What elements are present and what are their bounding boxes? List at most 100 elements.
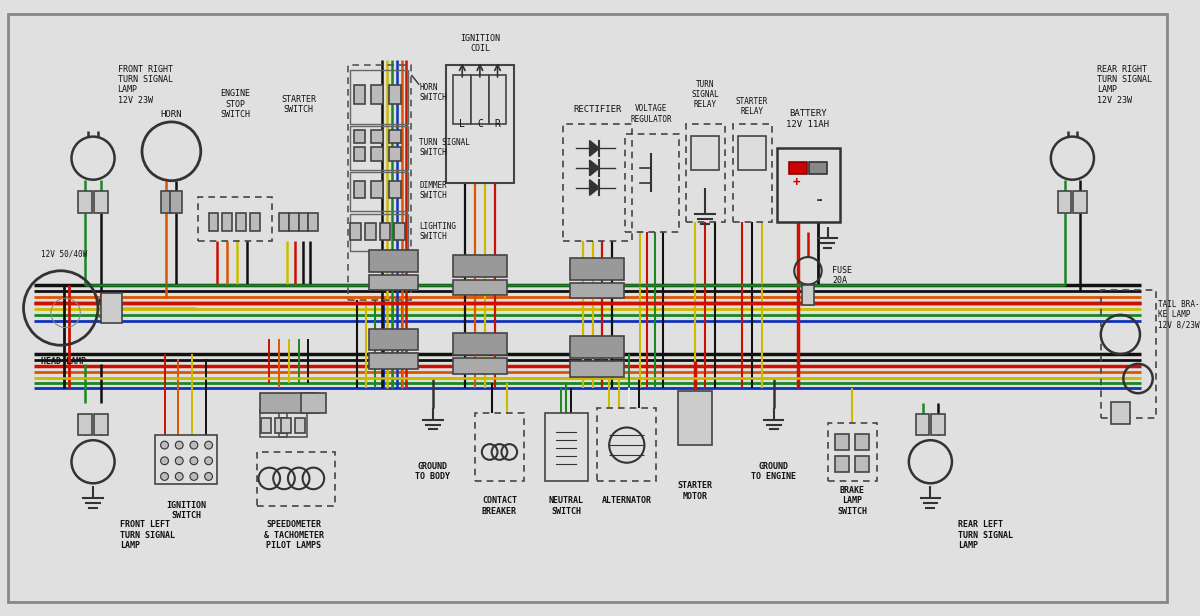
- Text: NEUTRAL
SWITCH: NEUTRAL SWITCH: [548, 496, 583, 516]
- Bar: [371, 130, 383, 144]
- Text: RECTIFIER: RECTIFIER: [574, 105, 622, 114]
- Text: DIMMER
SWITCH: DIMMER SWITCH: [419, 180, 446, 200]
- Bar: [350, 223, 361, 240]
- Bar: [354, 85, 365, 104]
- Bar: [370, 250, 418, 272]
- Text: CONTACT
BREAKER: CONTACT BREAKER: [482, 496, 517, 516]
- Text: BRAKE
LAMP
SWITCH: BRAKE LAMP SWITCH: [838, 486, 868, 516]
- Bar: [371, 180, 383, 198]
- Bar: [732, 124, 772, 222]
- Bar: [365, 223, 376, 240]
- Text: ENGINE
STOP
SWITCH: ENGINE STOP SWITCH: [220, 89, 250, 119]
- Bar: [916, 414, 930, 436]
- Bar: [370, 275, 418, 290]
- Bar: [931, 414, 946, 436]
- Text: IGNITION
COIL: IGNITION COIL: [460, 34, 500, 53]
- Bar: [854, 434, 869, 450]
- Circle shape: [175, 457, 184, 464]
- Bar: [685, 124, 725, 222]
- Bar: [691, 136, 719, 171]
- Bar: [222, 213, 232, 230]
- Bar: [161, 192, 173, 213]
- Bar: [854, 456, 869, 472]
- Text: STARTER
RELAY: STARTER RELAY: [736, 97, 768, 116]
- Bar: [259, 393, 318, 413]
- Bar: [275, 418, 284, 434]
- Text: TURN SIGNAL
SWITCH: TURN SIGNAL SWITCH: [419, 138, 470, 157]
- Bar: [281, 418, 290, 434]
- Text: SPEEDOMETER
& TACHOMETER
PILOT LAMPS: SPEEDOMETER & TACHOMETER PILOT LAMPS: [264, 521, 324, 550]
- Bar: [625, 134, 679, 232]
- Text: C: C: [476, 119, 482, 129]
- Bar: [354, 130, 365, 144]
- Bar: [78, 414, 92, 436]
- Bar: [349, 172, 408, 211]
- Circle shape: [205, 472, 212, 480]
- Text: R: R: [494, 119, 500, 129]
- Bar: [371, 147, 383, 161]
- Bar: [454, 75, 472, 124]
- Bar: [452, 333, 506, 355]
- Circle shape: [190, 457, 198, 464]
- Text: GROUND
TO ENGINE: GROUND TO ENGINE: [751, 462, 796, 481]
- Bar: [354, 147, 365, 161]
- Bar: [828, 423, 876, 481]
- Text: REAR RIGHT
TURN SIGNAL
LAMP
12V 23W: REAR RIGHT TURN SIGNAL LAMP 12V 23W: [1097, 65, 1152, 105]
- Bar: [452, 358, 506, 374]
- Circle shape: [161, 457, 168, 464]
- Bar: [488, 75, 506, 124]
- Bar: [348, 65, 412, 300]
- Bar: [452, 255, 506, 277]
- Bar: [394, 223, 404, 240]
- Polygon shape: [589, 160, 599, 176]
- Text: LIGHTING
SWITCH: LIGHTING SWITCH: [419, 222, 456, 241]
- Text: VOLTAGE
REGULATOR: VOLTAGE REGULATOR: [630, 104, 672, 124]
- Text: TAIL BRA-
KE LAMP
12V 8/23W: TAIL BRA- KE LAMP 12V 8/23W: [1158, 300, 1199, 330]
- Bar: [835, 434, 850, 450]
- Bar: [570, 258, 624, 280]
- Bar: [349, 70, 408, 124]
- Text: GROUND
TO BODY: GROUND TO BODY: [415, 462, 450, 481]
- Text: HEAD LAMP: HEAD LAMP: [41, 357, 86, 367]
- Text: FRONT LEFT
TURN SIGNAL
LAMP: FRONT LEFT TURN SIGNAL LAMP: [120, 521, 175, 550]
- Bar: [379, 223, 390, 240]
- Text: HORN: HORN: [161, 110, 182, 119]
- Text: +: +: [792, 176, 800, 189]
- Bar: [1057, 192, 1072, 213]
- Bar: [259, 410, 287, 437]
- Text: STARTER
MOTOR: STARTER MOTOR: [678, 482, 713, 501]
- Bar: [389, 180, 401, 198]
- Bar: [301, 393, 325, 413]
- Bar: [349, 214, 408, 251]
- Bar: [354, 180, 365, 198]
- Bar: [545, 413, 588, 481]
- Bar: [94, 192, 108, 213]
- Bar: [155, 436, 217, 484]
- Bar: [570, 361, 624, 376]
- Circle shape: [175, 472, 184, 480]
- Bar: [209, 213, 218, 230]
- Bar: [280, 410, 306, 437]
- Bar: [678, 391, 713, 445]
- Bar: [280, 213, 289, 230]
- Bar: [257, 452, 335, 506]
- Bar: [1073, 192, 1087, 213]
- Text: L: L: [460, 119, 466, 129]
- Circle shape: [161, 472, 168, 480]
- Text: TURN
SIGNAL
RELAY: TURN SIGNAL RELAY: [691, 79, 719, 110]
- Bar: [598, 408, 656, 481]
- Bar: [370, 353, 418, 369]
- Circle shape: [205, 441, 212, 449]
- Bar: [389, 147, 401, 161]
- Bar: [389, 130, 401, 144]
- Text: STARTER
SWITCH: STARTER SWITCH: [281, 95, 317, 114]
- Text: 12V 50/40W: 12V 50/40W: [41, 249, 88, 259]
- Bar: [570, 336, 624, 358]
- Bar: [295, 418, 305, 434]
- Bar: [101, 293, 122, 323]
- Bar: [835, 456, 850, 472]
- Polygon shape: [589, 140, 599, 156]
- Bar: [349, 126, 408, 170]
- Bar: [78, 192, 92, 213]
- Text: FRONT RIGHT
TURN SIGNAL
LAMP
12V 23W: FRONT RIGHT TURN SIGNAL LAMP 12V 23W: [118, 65, 173, 105]
